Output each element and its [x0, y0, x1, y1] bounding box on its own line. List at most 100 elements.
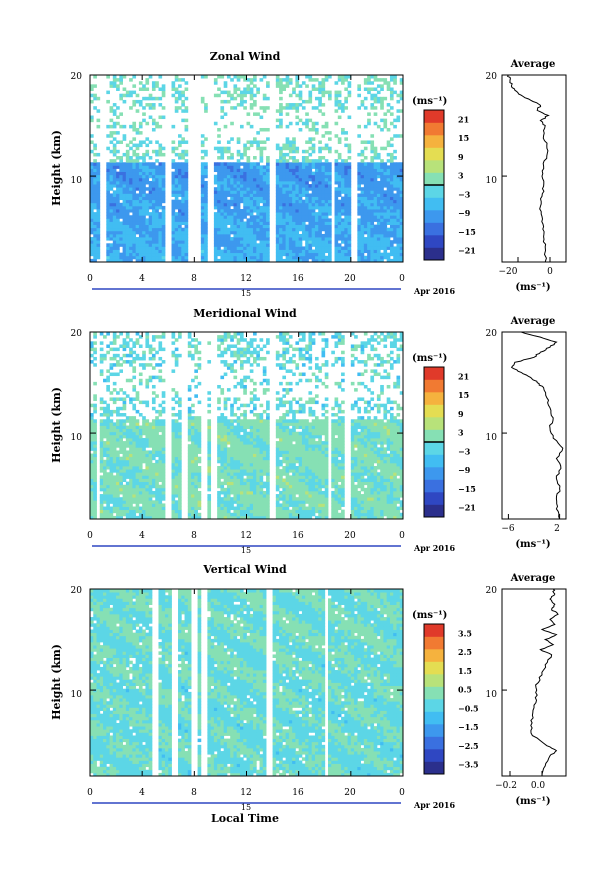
- heatmap-cell: [151, 196, 156, 201]
- heatmap-cell: [285, 124, 290, 129]
- heatmap-cell: [243, 215, 247, 219]
- heatmap-cell: [132, 121, 137, 126]
- heatmap-cell: [204, 240, 208, 244]
- heatmap-cell: [90, 118, 94, 123]
- heatmap-cell: [122, 227, 127, 232]
- heatmap-cell: [308, 240, 313, 244]
- heatmap-cell: [125, 453, 130, 458]
- heatmap-cell: [314, 227, 319, 232]
- heatmap-cell: [155, 466, 159, 470]
- heatmap-cell: [282, 215, 287, 219]
- heatmap-cell: [367, 227, 371, 232]
- heatmap-cell: [103, 409, 107, 414]
- heatmap-cell: [334, 199, 339, 204]
- heatmap-cell: [285, 258, 290, 263]
- heatmap-cell: [239, 174, 244, 179]
- heatmap-cell: [213, 243, 218, 247]
- heatmap-cell: [142, 428, 146, 433]
- heatmap-cell: [125, 500, 130, 504]
- heatmap-cell: [298, 243, 303, 247]
- heatmap-cell: [197, 444, 202, 448]
- heatmap-cell: [243, 503, 247, 507]
- heatmap-cell: [171, 503, 176, 507]
- heatmap-cell: [158, 177, 163, 182]
- heatmap-cell: [90, 180, 94, 185]
- heatmap-cell: [249, 205, 254, 210]
- average-y-tick: 20: [486, 72, 498, 82]
- heatmap-cell: [99, 356, 104, 361]
- heatmap-cell: [383, 243, 388, 247]
- heatmap-cell: [301, 212, 306, 216]
- heatmap-cell: [174, 400, 179, 405]
- heatmap-cell: [135, 249, 140, 254]
- heatmap-cell: [106, 472, 110, 476]
- heatmap-cell: [246, 162, 251, 166]
- heatmap-cell: [292, 255, 296, 260]
- heatmap-cell: [207, 409, 212, 414]
- heatmap-cell: [90, 99, 94, 104]
- heatmap-cell: [275, 252, 280, 257]
- heatmap-cell: [298, 180, 303, 185]
- heatmap-cell: [292, 90, 296, 95]
- heatmap-cell: [142, 444, 146, 448]
- heatmap-cell: [321, 196, 326, 201]
- heatmap-cell: [344, 258, 348, 263]
- heatmap-cell: [386, 212, 391, 216]
- heatmap-cell: [148, 512, 153, 517]
- heatmap-cell: [112, 237, 117, 241]
- heatmap-cell: [116, 156, 120, 160]
- heatmap-cell: [376, 224, 381, 229]
- heatmap-cell: [396, 212, 401, 216]
- heatmap-cell: [116, 459, 120, 464]
- heatmap-cell: [334, 258, 339, 263]
- heatmap-cell: [279, 165, 283, 169]
- heatmap-cell: [178, 335, 182, 339]
- heatmap-cell: [396, 218, 401, 222]
- heatmap-cell: [135, 409, 140, 414]
- heatmap-cell: [135, 469, 140, 473]
- heatmap-cell: [109, 246, 114, 250]
- heatmap-cell: [311, 221, 316, 225]
- heatmap-cell: [246, 184, 251, 188]
- heatmap-cell: [367, 140, 371, 144]
- heatmap-cell: [191, 425, 195, 430]
- heatmap-cell: [376, 180, 381, 185]
- heatmap-cell: [334, 165, 339, 169]
- heatmap-cell: [93, 106, 97, 110]
- heatmap-cell: [243, 375, 247, 380]
- heatmap-cell: [288, 177, 293, 182]
- heatmap-cell: [282, 209, 287, 213]
- heatmap-cell: [171, 199, 176, 204]
- heatmap-cell: [174, 215, 179, 219]
- heatmap-cell: [370, 140, 375, 144]
- heatmap-cell: [233, 224, 238, 229]
- heatmap-cell: [249, 227, 254, 232]
- heatmap-cell: [148, 103, 153, 107]
- heatmap-cell: [158, 258, 163, 263]
- heatmap-cell: [155, 363, 159, 367]
- heatmap-cell: [239, 99, 244, 104]
- heatmap-cell: [171, 472, 176, 476]
- heatmap-cell: [112, 199, 117, 204]
- heatmap-cell: [288, 103, 293, 107]
- heatmap-cell: [142, 171, 146, 176]
- heatmap-cell: [357, 165, 362, 169]
- heatmap-cell: [184, 252, 189, 257]
- heatmap-cell: [116, 347, 120, 352]
- heatmap-cell: [318, 109, 322, 113]
- heatmap-cell: [389, 152, 394, 157]
- heatmap-cell: [399, 212, 404, 216]
- heatmap-cell: [217, 209, 221, 213]
- heatmap-cell: [236, 224, 241, 229]
- heatmap-cell: [178, 84, 182, 88]
- heatmap-cell: [301, 177, 306, 182]
- heatmap-cell: [373, 218, 378, 222]
- heatmap-cell: [233, 249, 238, 254]
- heatmap-cell: [399, 96, 404, 101]
- heatmap-cell: [399, 134, 404, 138]
- heatmap-cell: [155, 512, 159, 517]
- heatmap-cell: [220, 413, 225, 417]
- heatmap-cell: [135, 159, 140, 163]
- heatmap-cell: [90, 500, 94, 504]
- heatmap-cell: [148, 434, 153, 439]
